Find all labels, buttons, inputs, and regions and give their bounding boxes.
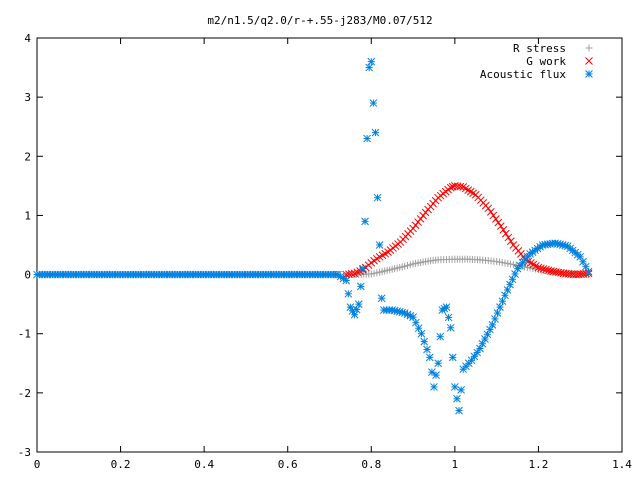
data-point — [506, 237, 515, 246]
x-tick-label: 1.2 — [528, 458, 548, 471]
data-point — [544, 266, 553, 275]
y-tick-label: -3 — [18, 446, 31, 459]
data-point — [444, 313, 453, 322]
data-point — [369, 99, 378, 107]
data-point — [446, 183, 455, 192]
data-point — [375, 241, 384, 249]
data-point — [363, 134, 371, 143]
data-point — [359, 264, 367, 273]
legend-marker — [585, 57, 593, 65]
data-point — [344, 289, 353, 298]
data-point — [498, 297, 507, 306]
data-point — [584, 267, 593, 276]
chart-marks — [33, 57, 593, 415]
legend-label: R stress — [513, 42, 566, 55]
data-point — [542, 265, 550, 274]
y-tick-label: 2 — [24, 150, 31, 163]
data-point — [428, 368, 436, 377]
legend-label: G work — [526, 55, 566, 68]
data-point — [539, 265, 548, 273]
data-point — [371, 128, 380, 137]
data-point — [377, 294, 386, 303]
legend-marker — [585, 70, 593, 78]
data-point — [332, 270, 340, 279]
data-point — [534, 263, 543, 272]
series-acoustic-flux — [334, 57, 593, 415]
data-point — [432, 371, 440, 379]
x-tick-label: 1.4 — [612, 458, 632, 471]
data-point — [367, 57, 376, 66]
data-point — [453, 394, 461, 403]
data-point — [361, 217, 369, 226]
data-point — [412, 318, 420, 327]
data-point — [493, 309, 502, 317]
data-point — [494, 218, 503, 227]
data-point — [425, 353, 434, 362]
data-point — [436, 332, 445, 341]
data-point — [446, 323, 455, 332]
plot-area — [36, 37, 623, 453]
x-tick-label: 0 — [34, 458, 41, 471]
data-point — [491, 315, 499, 323]
x-tick-label: 0.4 — [194, 458, 214, 471]
data-point — [486, 208, 495, 216]
data-point — [417, 329, 426, 338]
data-point — [504, 233, 513, 242]
legend-label: Acoustic flux — [480, 68, 566, 81]
x-tick-label: 0.8 — [361, 458, 381, 471]
data-point — [342, 276, 351, 285]
chart-title: m2/n1.5/q2.0/r-+.55-j283/M0.07/512 — [207, 14, 432, 27]
data-point — [501, 229, 510, 238]
data-point — [457, 386, 465, 394]
data-point — [484, 204, 493, 213]
y-tick-label: 1 — [24, 209, 31, 222]
data-point — [456, 182, 465, 191]
y-tick-label: 4 — [24, 32, 31, 45]
y-tick-label: -1 — [18, 328, 31, 341]
y-tick-label: 3 — [24, 91, 31, 104]
axes: 0 0.2 0.4 0.6 0.8 1 1.2 1.4 -3 -2 -1 0 1 2 3 4 — [18, 32, 633, 471]
y-tick-label: -2 — [18, 387, 31, 400]
data-point — [430, 383, 438, 391]
x-tick-label: 0.2 — [111, 458, 131, 471]
data-point — [489, 211, 498, 220]
data-point — [537, 264, 545, 273]
data-point — [434, 359, 442, 368]
y-tick-label: 0 — [24, 269, 31, 282]
data-point — [496, 222, 505, 230]
data-point — [496, 303, 504, 311]
data-point — [373, 193, 382, 202]
series-acoustic-flux-baseline — [33, 270, 340, 279]
data-point — [420, 337, 429, 346]
series-r-stress — [342, 255, 593, 279]
data-point — [356, 282, 365, 291]
data-point — [347, 269, 356, 278]
data-point — [451, 383, 459, 391]
data-point — [499, 226, 508, 234]
data-point — [455, 406, 463, 415]
data-point — [448, 353, 457, 362]
data-point — [354, 300, 363, 308]
x-tick-label: 0.6 — [278, 458, 298, 471]
data-point — [365, 63, 374, 72]
data-point — [491, 215, 500, 223]
x-tick-label: 1 — [452, 458, 459, 471]
data-point — [423, 345, 431, 354]
data-point — [488, 320, 497, 329]
legend-marker — [585, 44, 593, 52]
data-point — [442, 303, 451, 311]
series-g-work — [342, 182, 593, 279]
